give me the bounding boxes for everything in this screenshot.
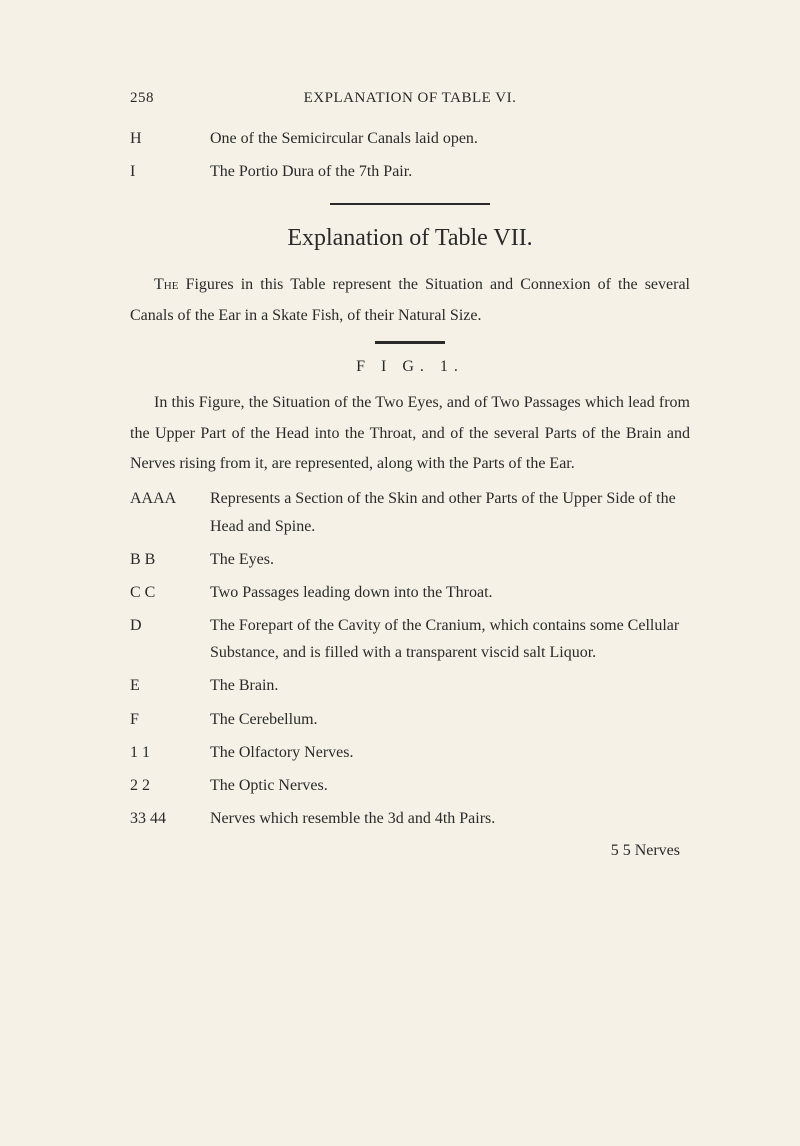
definition-text: The Cerebellum.: [210, 706, 690, 733]
definition-row: EThe Brain.: [130, 672, 690, 699]
definition-row: DThe Forepart of the Cavity of the Crani…: [130, 612, 690, 666]
definition-text: Two Passages leading down into the Throa…: [210, 579, 690, 606]
running-head: EXPLANATION OF TABLE VI.: [304, 90, 517, 107]
section-title: Explanation of Table VII.: [130, 225, 690, 252]
definition-label: AAAA: [130, 485, 210, 539]
top-definitions: HOne of the Semicircular Canals laid ope…: [130, 125, 690, 185]
definition-label: H: [130, 125, 210, 152]
definition-label: E: [130, 672, 210, 699]
definition-row: 2 2The Optic Nerves.: [130, 772, 690, 799]
catchword: 5 5 Nerves: [130, 842, 690, 860]
definition-text: The Forepart of the Cavity of the Craniu…: [210, 612, 690, 666]
definition-row: AAAARepresents a Section of the Skin and…: [130, 485, 690, 539]
intro-text: Figures in this Table represent the Situ…: [130, 276, 690, 323]
definition-row: IThe Portio Dura of the 7th Pair.: [130, 158, 690, 185]
figure-label: F I G. 1.: [130, 358, 690, 376]
definition-row: C CTwo Passages leading down into the Th…: [130, 579, 690, 606]
definition-text: The Portio Dura of the 7th Pair.: [210, 158, 690, 185]
definition-label: 2 2: [130, 772, 210, 799]
intro-lead-word: The: [154, 276, 178, 293]
intro-paragraph: The Figures in this Table represent the …: [130, 270, 690, 331]
definition-text: The Optic Nerves.: [210, 772, 690, 799]
definition-label: D: [130, 612, 210, 666]
horizontal-rule: [330, 203, 490, 205]
definition-text: The Brain.: [210, 672, 690, 699]
running-head-row: 258 EXPLANATION OF TABLE VI.: [130, 90, 690, 107]
definition-text: The Olfactory Nerves.: [210, 739, 690, 766]
definition-label: B B: [130, 546, 210, 573]
definition-label: F: [130, 706, 210, 733]
definition-label: I: [130, 158, 210, 185]
page-number: 258: [130, 90, 154, 107]
page-container: 258 EXPLANATION OF TABLE VI. HOne of the…: [0, 0, 800, 920]
definition-label: 1 1: [130, 739, 210, 766]
definition-text: Nerves which resemble the 3d and 4th Pai…: [210, 805, 690, 832]
definition-text: The Eyes.: [210, 546, 690, 573]
definition-row: FThe Cerebellum.: [130, 706, 690, 733]
definition-list: AAAARepresents a Section of the Skin and…: [130, 485, 690, 832]
figure-paragraph: In this Figure, the Situation of the Two…: [130, 388, 690, 479]
definition-row: HOne of the Semicircular Canals laid ope…: [130, 125, 690, 152]
definition-text: One of the Semicircular Canals laid open…: [210, 125, 690, 152]
definition-label: 33 44: [130, 805, 210, 832]
short-rule: [375, 341, 445, 344]
definition-label: C C: [130, 579, 210, 606]
definition-row: B BThe Eyes.: [130, 546, 690, 573]
definition-text: Represents a Section of the Skin and oth…: [210, 485, 690, 539]
definition-row: 33 44Nerves which resemble the 3d and 4t…: [130, 805, 690, 832]
definition-row: 1 1The Olfactory Nerves.: [130, 739, 690, 766]
